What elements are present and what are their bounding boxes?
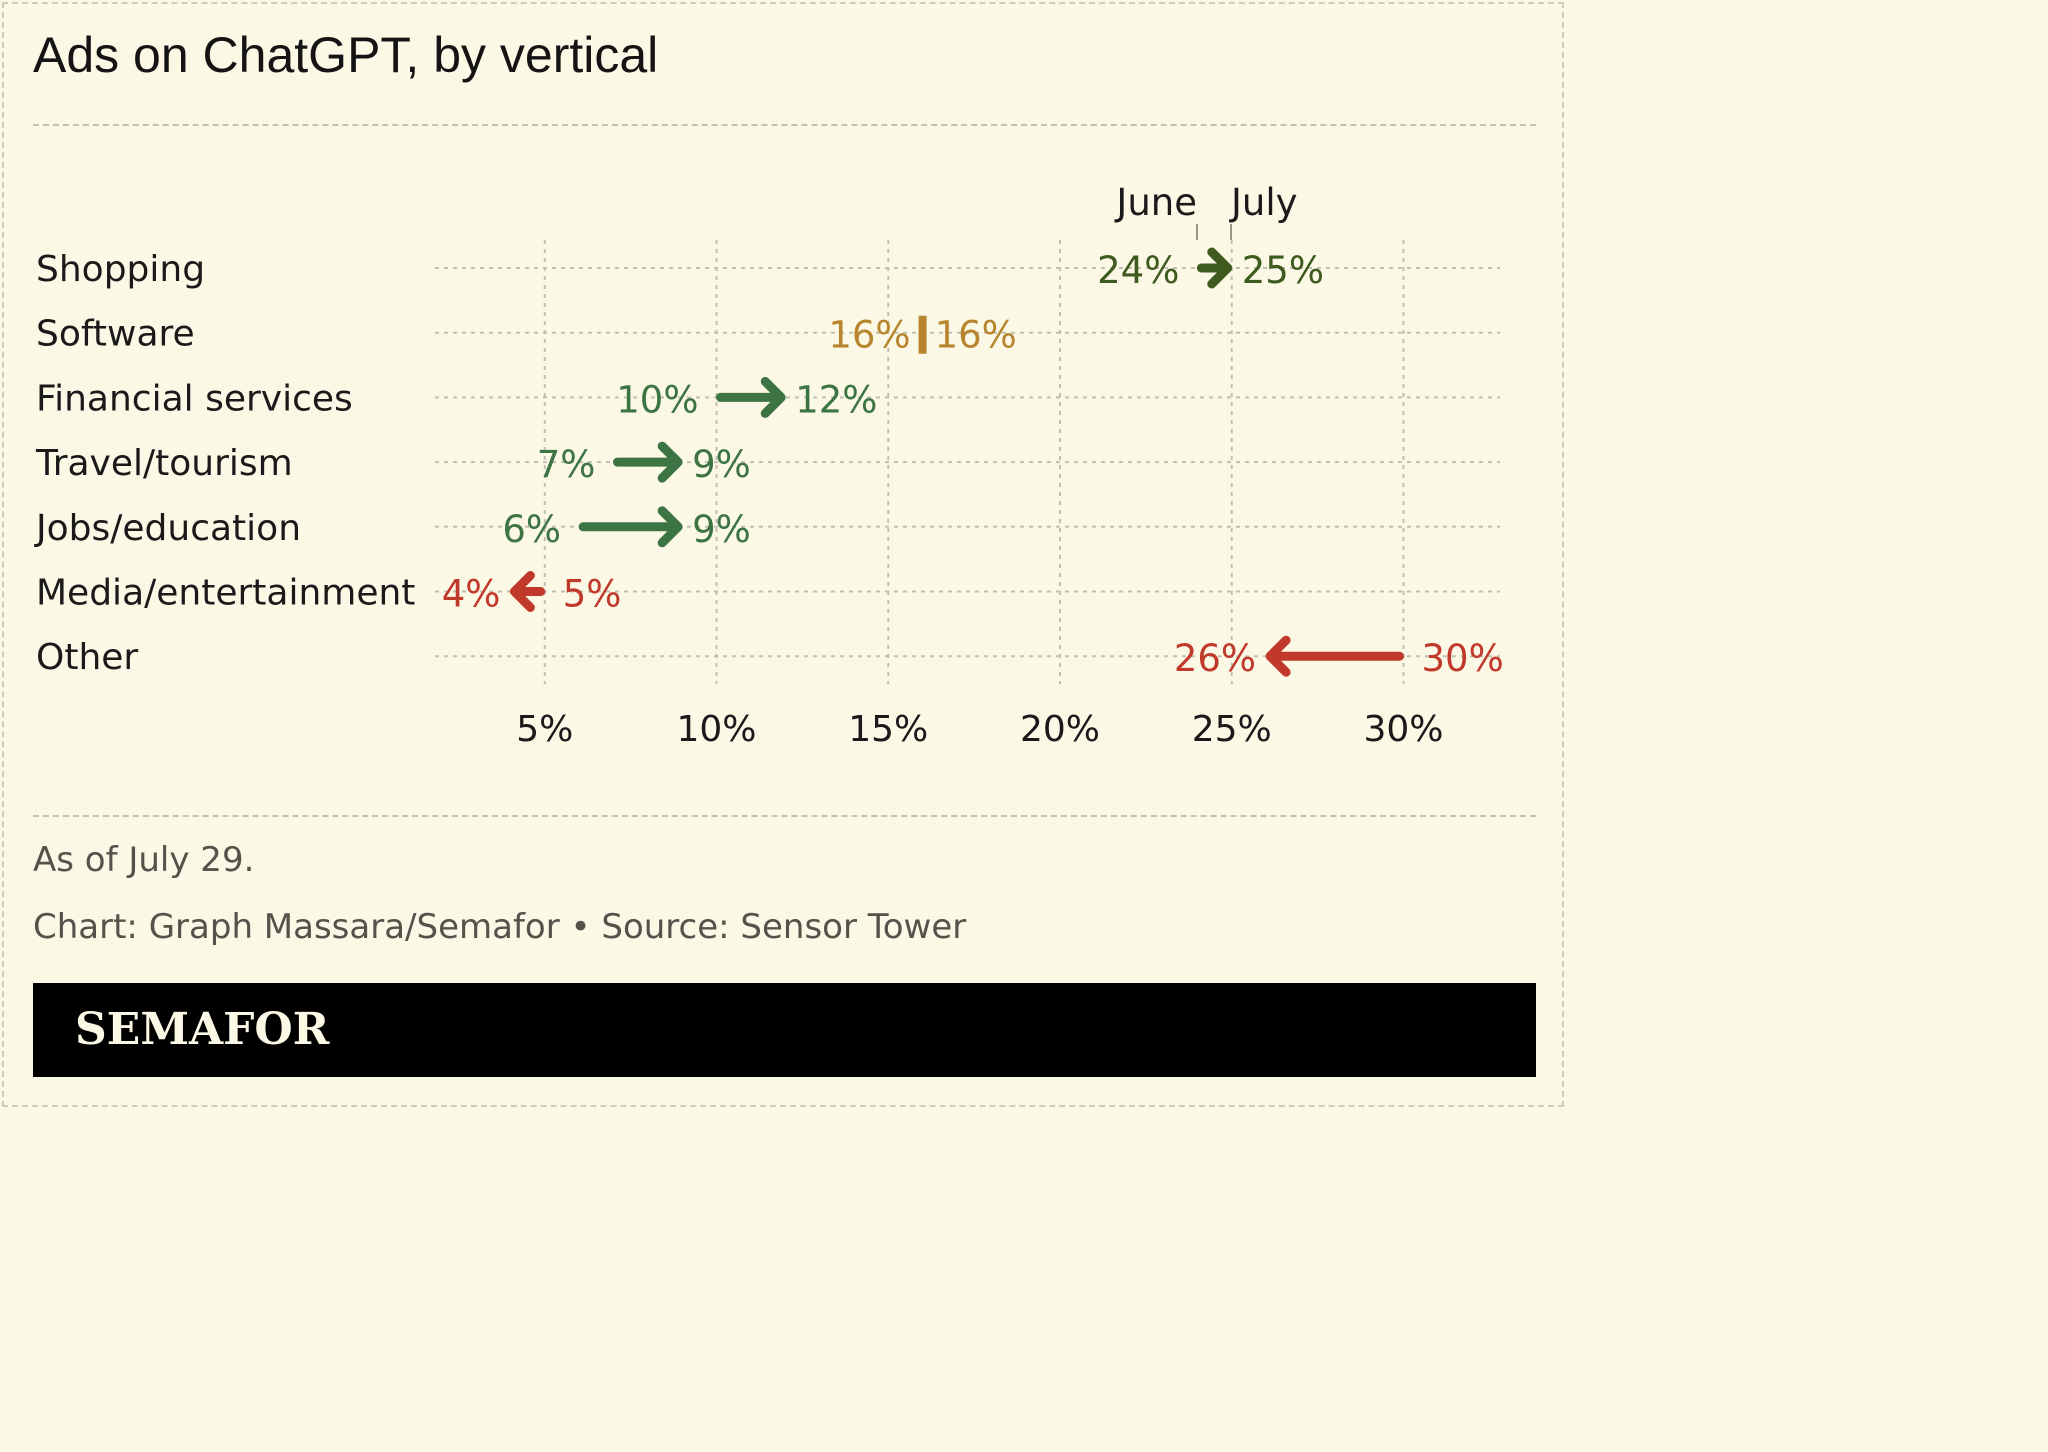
horizontal-gridlines bbox=[435, 267, 1500, 658]
june-value-label: 7% bbox=[537, 443, 596, 486]
row-label: Shopping bbox=[36, 249, 205, 290]
legend-july: July bbox=[1229, 181, 1298, 224]
legend-june: June bbox=[1114, 181, 1197, 224]
row-label: Other bbox=[36, 637, 138, 678]
arrow-marks: 24% 25% 16% 16% 10% 12% 7% 9% 6% 9% 5% 4% 30% 26% bbox=[442, 247, 1504, 680]
x-tick-label: 10% bbox=[676, 709, 756, 750]
row-label: Jobs/education bbox=[34, 508, 301, 549]
footer-divider bbox=[33, 815, 1536, 817]
row-label: Media/entertainment bbox=[36, 573, 415, 614]
arrow-chart: Shopping Software Financial services Travel… bbox=[34, 181, 1504, 750]
arrowhead bbox=[760, 376, 786, 418]
arrowhead bbox=[509, 571, 535, 612]
x-tick-label: 15% bbox=[848, 709, 928, 750]
arrowhead bbox=[657, 441, 683, 483]
title-divider bbox=[33, 124, 1536, 126]
june-value-label: 6% bbox=[502, 508, 561, 551]
x-tick-label: 20% bbox=[1020, 709, 1100, 750]
july-value-label: 26% bbox=[1174, 637, 1256, 680]
row-label: Software bbox=[36, 314, 195, 355]
chart-title: Ads on ChatGPT, by vertical bbox=[33, 27, 659, 83]
july-value-label: 9% bbox=[692, 508, 751, 551]
june-value-label: 5% bbox=[563, 573, 622, 616]
arrowhead bbox=[1265, 635, 1291, 677]
no-change-marker bbox=[918, 315, 927, 354]
arrowhead bbox=[1207, 247, 1233, 289]
arrowhead bbox=[657, 506, 683, 548]
legend: June July bbox=[1114, 181, 1298, 240]
july-value-label: 25% bbox=[1242, 249, 1324, 292]
row-label: Travel/tourism bbox=[35, 443, 293, 484]
june-value-label: 24% bbox=[1097, 249, 1179, 292]
july-value-label: 12% bbox=[795, 378, 877, 421]
june-value-label: 10% bbox=[616, 378, 698, 421]
brand-logo: SEMAFOR bbox=[75, 1004, 330, 1055]
credit-line: Chart: Graph Massara/Semafor • Source: S… bbox=[33, 907, 967, 947]
x-tick-labels: 5% 10% 15% 20% 25% 30% bbox=[516, 709, 1443, 750]
june-value-label: 30% bbox=[1422, 637, 1504, 680]
x-tick-label: 25% bbox=[1192, 709, 1272, 750]
july-value-label: 9% bbox=[692, 443, 751, 486]
date-note: As of July 29. bbox=[33, 840, 255, 880]
chart-card bbox=[2, 2, 1564, 1107]
row-label: Financial services bbox=[36, 378, 353, 419]
brand-bar: SEMAFOR bbox=[33, 983, 1536, 1077]
x-tick-label: 5% bbox=[516, 709, 573, 750]
july-value-label: 16% bbox=[935, 314, 1017, 357]
june-value-label: 16% bbox=[828, 314, 910, 357]
row-labels: Shopping Software Financial services Travel… bbox=[34, 249, 415, 678]
vertical-gridlines bbox=[543, 240, 1405, 685]
x-tick-label: 30% bbox=[1363, 709, 1443, 750]
july-value-label: 4% bbox=[442, 573, 501, 616]
